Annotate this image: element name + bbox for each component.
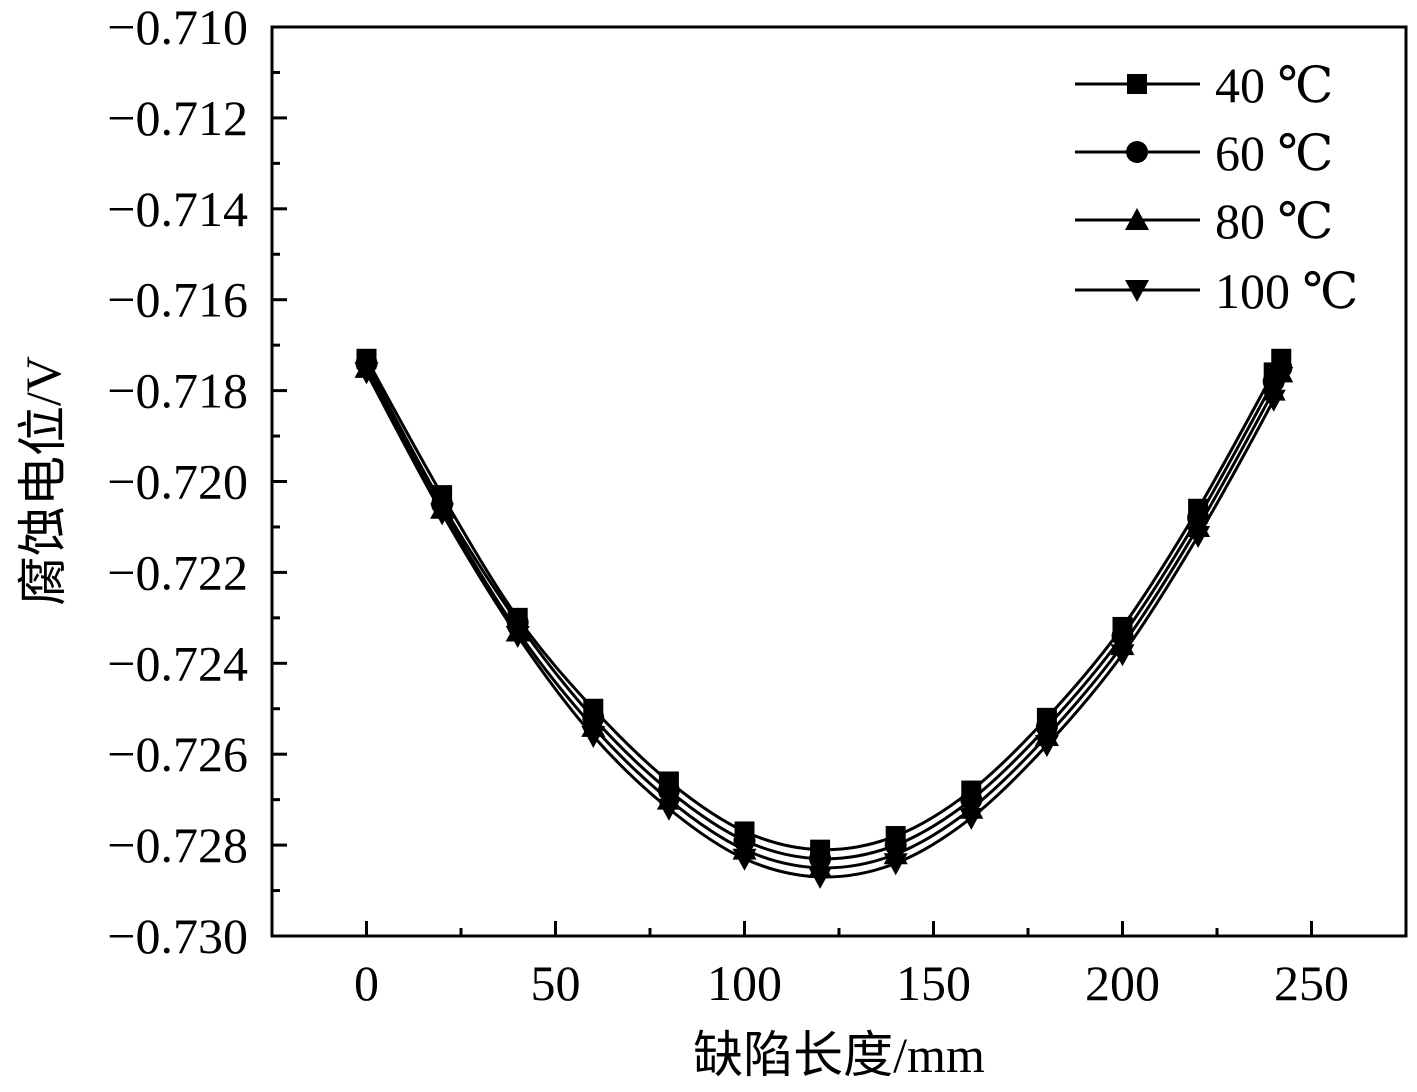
y-tick-label-8: −0.714 — [107, 181, 248, 237]
x-tick-label-4: 200 — [1085, 955, 1160, 1011]
x-axis-label: 缺陷长度/mm — [693, 1027, 985, 1083]
data-point-series-3-2 — [505, 626, 530, 649]
legend-item-1: 60 ℃ — [1075, 125, 1333, 181]
data-point-series-3-11 — [1186, 526, 1211, 549]
data-point-series-3-10 — [1110, 644, 1135, 667]
y-tick-label-2: −0.726 — [107, 726, 248, 782]
data-point-series-3-9 — [1034, 735, 1059, 758]
series-line-3 — [365, 371, 1284, 879]
y-tick-label-7: −0.716 — [107, 272, 248, 328]
y-tick-label-0: −0.730 — [107, 908, 248, 964]
plot-marks — [354, 348, 1294, 889]
data-point-series-3-12 — [1261, 389, 1286, 412]
data-point-series-3-6 — [808, 866, 833, 889]
y-tick-label-4: −0.722 — [107, 544, 248, 600]
y-tick-label-9: −0.712 — [107, 90, 248, 146]
legend-marker-1 — [1126, 141, 1148, 163]
data-point-series-3-8 — [959, 807, 984, 830]
y-tick-label-1: −0.728 — [107, 817, 248, 873]
data-point-series-3-0 — [354, 362, 379, 385]
legend-marker-3 — [1125, 280, 1149, 302]
x-tick-label-1: 50 — [531, 955, 581, 1011]
series-line-2 — [365, 367, 1284, 870]
x-tick-label-0: 0 — [354, 955, 379, 1011]
legend-label-1: 60 ℃ — [1215, 125, 1333, 181]
legend: 40 ℃ 60 ℃ 80 ℃ 100 ℃ — [1075, 57, 1358, 319]
x-tick-label-5: 250 — [1274, 955, 1349, 1011]
y-tick-label-3: −0.724 — [107, 635, 248, 691]
legend-item-2: 80 ℃ — [1075, 193, 1333, 249]
data-point-series-3-5 — [732, 848, 757, 871]
legend-marker-0 — [1127, 74, 1147, 94]
data-point-series-3-1 — [430, 503, 455, 526]
legend-item-3: 100 ℃ — [1075, 263, 1358, 319]
data-point-series-3-13 — [1269, 366, 1294, 389]
x-tick-label-2: 100 — [707, 955, 782, 1011]
y-tick-label-5: −0.720 — [107, 454, 248, 510]
x-tick-label-3: 150 — [896, 955, 971, 1011]
y-axis-label: 腐蚀电位/V — [15, 356, 71, 606]
legend-label-3: 100 ℃ — [1215, 263, 1358, 319]
legend-label-0: 40 ℃ — [1215, 57, 1333, 113]
data-point-series-3-7 — [883, 853, 908, 876]
data-point-series-3-4 — [656, 798, 681, 821]
legend-label-2: 80 ℃ — [1215, 193, 1333, 249]
y-tick-label-10: −0.710 — [107, 0, 248, 55]
legend-marker-2 — [1125, 208, 1149, 230]
y-tick-label-6: −0.718 — [107, 363, 248, 419]
legend-item-0: 40 ℃ — [1075, 57, 1333, 113]
data-point-series-3-3 — [581, 726, 606, 749]
axis-ticks: 0 50 100 150 200 250 −0.730 −0.728 −0.726 −0.724 −… — [107, 0, 1349, 1011]
